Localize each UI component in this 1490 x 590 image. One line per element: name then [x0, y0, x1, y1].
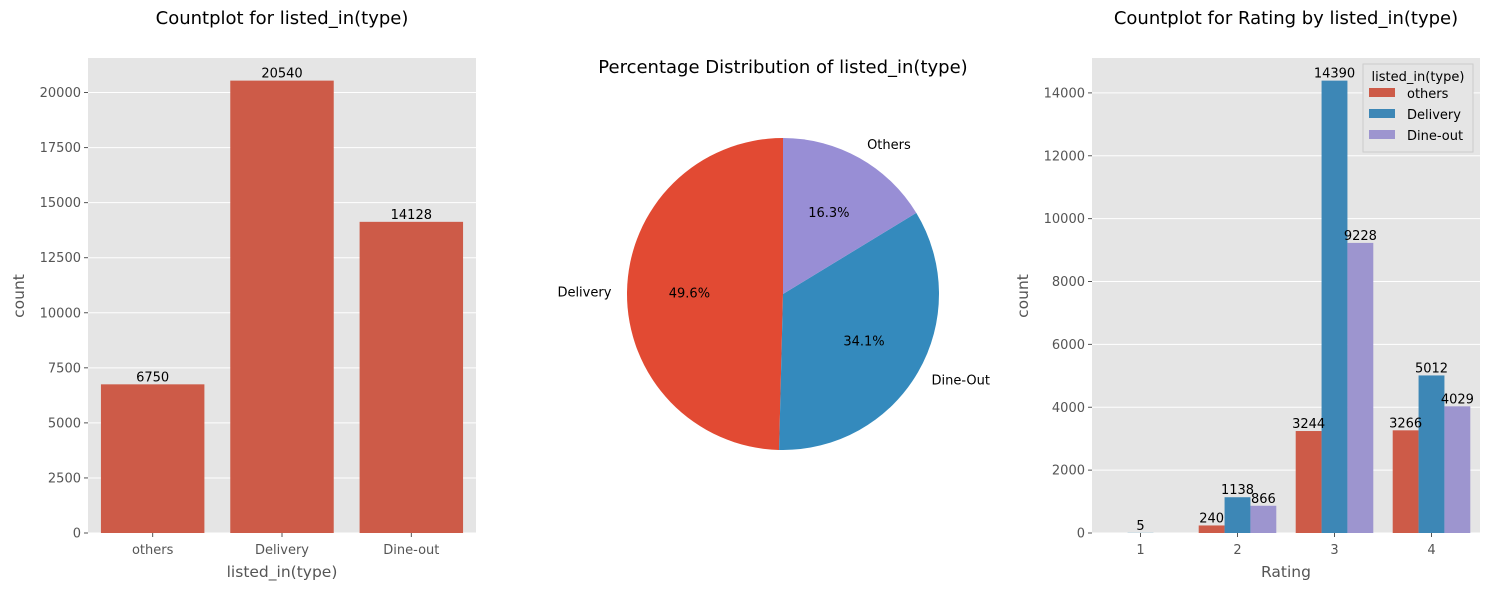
y-tick-label: 12000 — [1044, 149, 1085, 164]
pct-label: 34.1% — [843, 334, 884, 349]
bar-delivery-rating-3 — [1321, 80, 1348, 533]
legend-label: Delivery — [1407, 108, 1461, 123]
data-label: 3244 — [1292, 417, 1325, 432]
pct-label: 49.6% — [669, 286, 710, 301]
bar-delivery-rating-4 — [1418, 375, 1445, 533]
data-label: 1138 — [1221, 483, 1254, 498]
y-tick-label: 4000 — [1052, 401, 1085, 416]
pie-slice-delivery — [626, 138, 783, 450]
bar-dine-out-rating-3 — [1347, 242, 1374, 533]
x-tick-label: others — [132, 543, 174, 558]
data-label: 3266 — [1389, 416, 1422, 431]
legend-label: Dine-out — [1407, 129, 1463, 144]
bar-dine-out — [359, 221, 464, 534]
y-tick-label: 20000 — [40, 86, 81, 101]
y-tick-label: 17500 — [40, 141, 81, 156]
slice-label: Dine-Out — [932, 373, 990, 388]
y-tick-label: 0 — [1077, 527, 1085, 542]
legend-swatch-others — [1369, 88, 1395, 97]
slice-label: Others — [867, 138, 911, 153]
bar-others — [100, 384, 205, 533]
x-tick-label: 4 — [1427, 543, 1435, 558]
chart-percentage-distribution: Percentage Distribution of listed_in(typ… — [557, 57, 990, 450]
data-label: 5 — [1136, 519, 1144, 534]
y-tick-label: 12500 — [40, 251, 81, 266]
x-axis-label: Rating — [1261, 563, 1311, 581]
y-tick-label: 2000 — [1052, 464, 1085, 479]
chart-title: Countplot for Rating by listed_in(type) — [1114, 8, 1458, 29]
data-label: 5012 — [1415, 361, 1448, 376]
x-axis-label: listed_in(type) — [227, 563, 338, 582]
x-tick-label: 2 — [1233, 543, 1241, 558]
slice-label: Delivery — [557, 285, 611, 300]
bar-others-rating-3 — [1295, 431, 1322, 533]
y-tick-label: 0 — [73, 527, 81, 542]
x-tick-label: Delivery — [255, 543, 309, 558]
legend-swatch-dine-out — [1369, 130, 1395, 139]
data-label: 14128 — [391, 208, 432, 223]
legend-label: others — [1407, 87, 1449, 102]
y-tick-label: 8000 — [1052, 275, 1085, 290]
y-axis-label: count — [10, 274, 28, 318]
data-label: 9228 — [1344, 229, 1377, 244]
y-tick-label: 14000 — [1044, 86, 1085, 101]
legend-swatch-delivery — [1369, 109, 1395, 118]
bar-delivery — [230, 80, 334, 533]
chart-listed-in-type-count: 0 2500 5000 7500 10000 12500 15000 17500 20000 o… — [10, 8, 476, 582]
data-label: 14390 — [1314, 67, 1355, 82]
chart-title: Countplot for listed_in(type) — [156, 8, 409, 29]
x-tick-label: 1 — [1136, 543, 1144, 558]
bar-dine-out-rating-4 — [1444, 406, 1471, 533]
y-tick-label: 15000 — [40, 196, 81, 211]
bar-others-rating-2 — [1198, 525, 1225, 533]
y-tick-label: 10000 — [1044, 212, 1085, 227]
y-axis-label: count — [1014, 274, 1032, 318]
pie-slice-others — [783, 138, 917, 294]
chart-rating-by-type-count: 0 2000 4000 6000 8000 10000 12000 14000 1 2 3 4 5 2… — [1014, 8, 1480, 581]
x-tick-label: 3 — [1330, 543, 1338, 558]
y-tick-label: 7500 — [48, 361, 81, 376]
x-tick-label: Dine-out — [383, 543, 439, 558]
y-tick-label: 6000 — [1052, 338, 1085, 353]
bar-dine-out-rating-2 — [1250, 505, 1277, 533]
data-label: 240 — [1199, 511, 1224, 526]
legend: listed_in(type) others Delivery Dine-out — [1362, 63, 1474, 153]
data-label: 4029 — [1441, 392, 1474, 407]
bar-others-rating-4 — [1392, 430, 1419, 533]
chart-title: Percentage Distribution of listed_in(typ… — [598, 57, 967, 78]
y-tick-label: 5000 — [48, 416, 81, 431]
legend-title: listed_in(type) — [1372, 70, 1465, 85]
data-label: 866 — [1251, 492, 1276, 507]
y-tick-label: 2500 — [48, 471, 81, 486]
y-tick-label: 10000 — [40, 306, 81, 321]
bar-delivery-rating-2 — [1224, 497, 1251, 533]
data-label: 20540 — [261, 67, 302, 82]
pie-slice-dine-out — [779, 212, 940, 450]
data-label: 6750 — [136, 370, 169, 385]
pct-label: 16.3% — [808, 206, 849, 221]
